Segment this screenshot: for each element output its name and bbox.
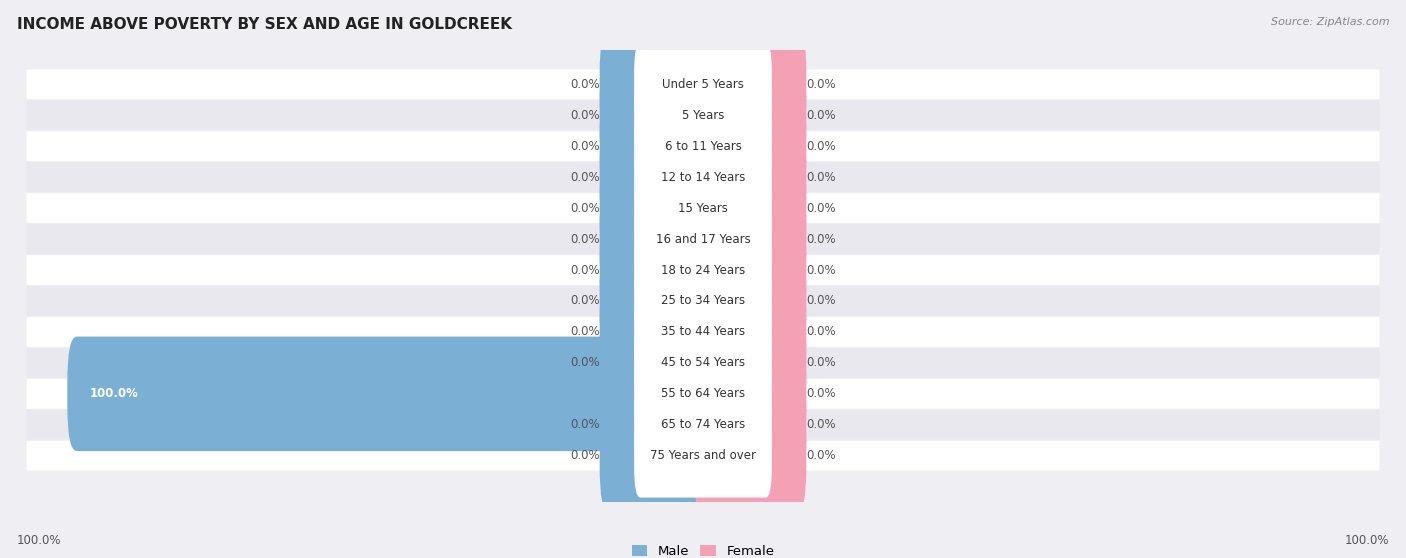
Text: 18 to 24 Years: 18 to 24 Years xyxy=(661,263,745,277)
FancyBboxPatch shape xyxy=(634,42,772,126)
Text: 0.0%: 0.0% xyxy=(569,233,599,246)
Text: 0.0%: 0.0% xyxy=(807,449,837,462)
Legend: Male, Female: Male, Female xyxy=(626,540,780,558)
FancyBboxPatch shape xyxy=(693,244,807,358)
FancyBboxPatch shape xyxy=(27,286,1379,316)
Text: 0.0%: 0.0% xyxy=(569,325,599,339)
Text: 0.0%: 0.0% xyxy=(807,295,837,307)
Text: 0.0%: 0.0% xyxy=(569,171,599,184)
FancyBboxPatch shape xyxy=(27,348,1379,378)
Text: 15 Years: 15 Years xyxy=(678,201,728,215)
FancyBboxPatch shape xyxy=(599,89,713,204)
FancyBboxPatch shape xyxy=(693,27,807,142)
FancyBboxPatch shape xyxy=(693,336,807,451)
FancyBboxPatch shape xyxy=(693,213,807,328)
Text: 0.0%: 0.0% xyxy=(807,78,837,91)
FancyBboxPatch shape xyxy=(599,244,713,358)
FancyBboxPatch shape xyxy=(693,151,807,266)
Text: 0.0%: 0.0% xyxy=(569,78,599,91)
Text: 0.0%: 0.0% xyxy=(807,418,837,431)
FancyBboxPatch shape xyxy=(27,379,1379,408)
FancyBboxPatch shape xyxy=(634,259,772,343)
Text: 35 to 44 Years: 35 to 44 Years xyxy=(661,325,745,339)
FancyBboxPatch shape xyxy=(634,352,772,436)
FancyBboxPatch shape xyxy=(27,193,1379,223)
Text: 16 and 17 Years: 16 and 17 Years xyxy=(655,233,751,246)
FancyBboxPatch shape xyxy=(599,151,713,266)
FancyBboxPatch shape xyxy=(27,131,1379,161)
Text: Under 5 Years: Under 5 Years xyxy=(662,78,744,91)
FancyBboxPatch shape xyxy=(599,58,713,172)
Text: Source: ZipAtlas.com: Source: ZipAtlas.com xyxy=(1271,17,1389,27)
Text: 65 to 74 Years: 65 to 74 Years xyxy=(661,418,745,431)
Text: 6 to 11 Years: 6 to 11 Years xyxy=(665,140,741,153)
FancyBboxPatch shape xyxy=(599,275,713,389)
FancyBboxPatch shape xyxy=(634,74,772,157)
FancyBboxPatch shape xyxy=(634,290,772,374)
FancyBboxPatch shape xyxy=(27,255,1379,285)
FancyBboxPatch shape xyxy=(693,120,807,234)
FancyBboxPatch shape xyxy=(599,398,713,513)
FancyBboxPatch shape xyxy=(599,120,713,234)
Text: 0.0%: 0.0% xyxy=(807,357,837,369)
Text: 0.0%: 0.0% xyxy=(569,263,599,277)
Text: 75 Years and over: 75 Years and over xyxy=(650,449,756,462)
FancyBboxPatch shape xyxy=(27,100,1379,130)
Text: 45 to 54 Years: 45 to 54 Years xyxy=(661,357,745,369)
Text: 55 to 64 Years: 55 to 64 Years xyxy=(661,387,745,400)
FancyBboxPatch shape xyxy=(634,228,772,312)
FancyBboxPatch shape xyxy=(634,321,772,405)
FancyBboxPatch shape xyxy=(27,410,1379,440)
Text: 5 Years: 5 Years xyxy=(682,109,724,122)
FancyBboxPatch shape xyxy=(27,441,1379,470)
Text: 100.0%: 100.0% xyxy=(1344,534,1389,547)
FancyBboxPatch shape xyxy=(67,336,713,451)
Text: 100.0%: 100.0% xyxy=(89,387,138,400)
FancyBboxPatch shape xyxy=(599,368,713,482)
Text: 0.0%: 0.0% xyxy=(569,295,599,307)
FancyBboxPatch shape xyxy=(634,383,772,466)
FancyBboxPatch shape xyxy=(27,162,1379,192)
FancyBboxPatch shape xyxy=(693,275,807,389)
Text: 0.0%: 0.0% xyxy=(807,140,837,153)
Text: 0.0%: 0.0% xyxy=(807,201,837,215)
FancyBboxPatch shape xyxy=(599,213,713,328)
Text: 0.0%: 0.0% xyxy=(569,418,599,431)
Text: 25 to 34 Years: 25 to 34 Years xyxy=(661,295,745,307)
FancyBboxPatch shape xyxy=(634,166,772,250)
Text: 100.0%: 100.0% xyxy=(17,534,62,547)
FancyBboxPatch shape xyxy=(634,414,772,498)
Text: 0.0%: 0.0% xyxy=(807,233,837,246)
FancyBboxPatch shape xyxy=(634,104,772,188)
FancyBboxPatch shape xyxy=(693,398,807,513)
Text: INCOME ABOVE POVERTY BY SEX AND AGE IN GOLDCREEK: INCOME ABOVE POVERTY BY SEX AND AGE IN G… xyxy=(17,17,512,32)
Text: 12 to 14 Years: 12 to 14 Years xyxy=(661,171,745,184)
FancyBboxPatch shape xyxy=(27,317,1379,347)
Text: 0.0%: 0.0% xyxy=(807,171,837,184)
FancyBboxPatch shape xyxy=(693,306,807,420)
Text: 0.0%: 0.0% xyxy=(807,387,837,400)
FancyBboxPatch shape xyxy=(693,368,807,482)
FancyBboxPatch shape xyxy=(693,182,807,296)
FancyBboxPatch shape xyxy=(27,69,1379,99)
FancyBboxPatch shape xyxy=(599,27,713,142)
Text: 0.0%: 0.0% xyxy=(807,325,837,339)
FancyBboxPatch shape xyxy=(634,136,772,219)
FancyBboxPatch shape xyxy=(27,224,1379,254)
FancyBboxPatch shape xyxy=(599,306,713,420)
Text: 0.0%: 0.0% xyxy=(569,109,599,122)
Text: 0.0%: 0.0% xyxy=(807,109,837,122)
Text: 0.0%: 0.0% xyxy=(569,357,599,369)
Text: 0.0%: 0.0% xyxy=(807,263,837,277)
FancyBboxPatch shape xyxy=(693,89,807,204)
FancyBboxPatch shape xyxy=(693,58,807,172)
Text: 0.0%: 0.0% xyxy=(569,201,599,215)
FancyBboxPatch shape xyxy=(634,198,772,281)
Text: 0.0%: 0.0% xyxy=(569,449,599,462)
FancyBboxPatch shape xyxy=(599,182,713,296)
Text: 0.0%: 0.0% xyxy=(569,140,599,153)
